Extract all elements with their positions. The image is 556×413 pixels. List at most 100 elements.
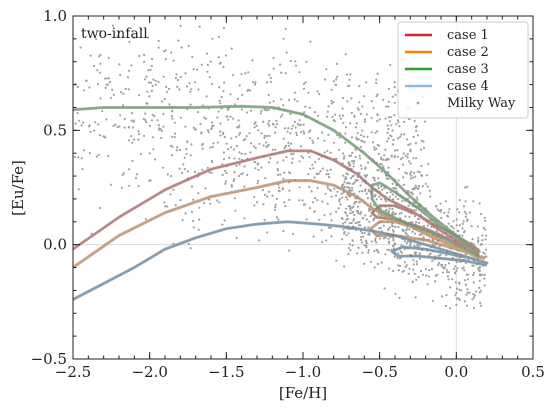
milky-way-point [300, 155, 303, 158]
milky-way-point [294, 60, 297, 63]
milky-way-point [479, 289, 482, 292]
milky-way-point [132, 120, 135, 123]
milky-way-point [344, 53, 347, 56]
milky-way-point [344, 141, 347, 144]
milky-way-point [285, 156, 288, 159]
milky-way-point [172, 59, 175, 62]
milky-way-point [385, 105, 388, 108]
milky-way-point [342, 228, 345, 231]
milky-way-point [232, 117, 235, 120]
milky-way-point [127, 69, 130, 72]
milky-way-point [151, 136, 154, 139]
milky-way-point [409, 142, 412, 146]
milky-way-point [376, 262, 379, 266]
milky-way-point [426, 224, 429, 227]
milky-way-point [162, 125, 165, 128]
milky-way-point [456, 267, 459, 270]
milky-way-point [212, 124, 215, 127]
milky-way-point [455, 291, 458, 294]
milky-way-point [97, 123, 100, 126]
milky-way-point [73, 156, 77, 159]
milky-way-point [408, 215, 411, 218]
milky-way-point [196, 68, 199, 71]
milky-way-point [411, 187, 414, 191]
milky-way-point [146, 102, 149, 105]
milky-way-point [403, 120, 406, 123]
milky-way-point [363, 174, 366, 177]
milky-way-point [118, 31, 121, 34]
milky-way-point [222, 26, 225, 30]
milky-way-point [473, 294, 476, 297]
milky-way-point [385, 208, 388, 211]
milky-way-point [419, 148, 423, 151]
milky-way-point [479, 273, 482, 276]
milky-way-point [413, 252, 416, 255]
milky-way-point [435, 230, 438, 233]
milky-way-point [364, 188, 367, 191]
milky-way-point [316, 90, 319, 93]
milky-way-point [484, 238, 487, 241]
series-halo-case-3 [72, 104, 480, 258]
milky-way-point [427, 162, 430, 165]
milky-way-point [234, 209, 237, 212]
milky-way-point [150, 119, 153, 122]
milky-way-point [228, 156, 231, 159]
milky-way-point [484, 228, 487, 231]
milky-way-point [150, 89, 153, 92]
milky-way-point [379, 162, 382, 166]
milky-way-point [429, 252, 432, 255]
milky-way-point [95, 155, 98, 158]
milky-way-point [88, 125, 91, 128]
milky-way-point [388, 267, 391, 270]
milky-way-point [413, 171, 416, 174]
milky-way-point [355, 210, 358, 213]
milky-way-point [191, 55, 194, 59]
milky-way-point [437, 261, 440, 265]
milky-way-point [330, 235, 333, 238]
milky-way-point [444, 263, 447, 266]
milky-way-point [252, 145, 255, 148]
milky-way-point [351, 186, 354, 189]
milky-way-point [415, 263, 419, 266]
milky-way-point [240, 152, 243, 155]
milky-way-point [412, 268, 415, 271]
milky-way-point [335, 259, 338, 262]
milky-way-point [483, 284, 486, 287]
milky-way-point [376, 143, 379, 146]
milky-way-point [352, 217, 356, 220]
milky-way-point [266, 231, 269, 234]
milky-way-point [391, 225, 394, 228]
milky-way-point [400, 211, 403, 214]
milky-way-point [80, 157, 83, 160]
milky-way-point [171, 110, 174, 113]
milky-way-point [335, 78, 338, 81]
milky-way-point [192, 68, 195, 71]
milky-way-point [478, 279, 481, 282]
milky-way-point [433, 280, 437, 283]
milky-way-point [377, 187, 380, 190]
milky-way-point [484, 219, 487, 222]
milky-way-point [105, 118, 108, 121]
milky-way-point [458, 288, 461, 291]
milky-way-point [226, 108, 229, 111]
legend-label-case-1: case 1 [447, 28, 489, 43]
milky-way-point [393, 242, 396, 245]
milky-way-point [347, 253, 350, 256]
milky-way-point [269, 76, 272, 80]
milky-way-point [372, 218, 375, 221]
milky-way-point [170, 51, 173, 54]
milky-way-point [408, 228, 411, 231]
x-tick-label: −1.0 [285, 363, 321, 381]
milky-way-point [246, 111, 249, 114]
milky-way-point [316, 199, 319, 202]
milky-way-point [401, 199, 404, 202]
milky-way-point [353, 213, 356, 217]
milky-way-point [386, 124, 389, 127]
milky-way-point [380, 163, 383, 166]
milky-way-point [201, 142, 204, 145]
milky-way-point [416, 243, 419, 247]
milky-way-point [451, 278, 454, 281]
milky-way-point [371, 141, 375, 144]
milky-way-point [359, 213, 362, 216]
milky-way-point [222, 65, 225, 69]
